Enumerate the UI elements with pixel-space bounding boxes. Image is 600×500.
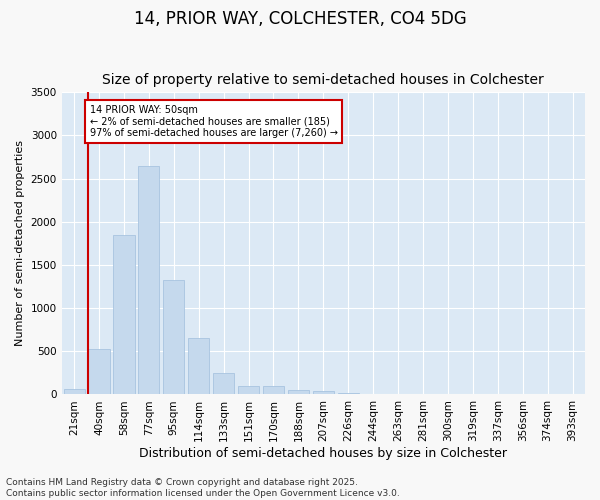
Bar bbox=[213, 374, 234, 394]
Bar bbox=[88, 348, 110, 395]
Bar bbox=[238, 386, 259, 394]
Y-axis label: Number of semi-detached properties: Number of semi-detached properties bbox=[15, 140, 25, 346]
Bar bbox=[188, 338, 209, 394]
Text: Contains HM Land Registry data © Crown copyright and database right 2025.
Contai: Contains HM Land Registry data © Crown c… bbox=[6, 478, 400, 498]
Bar bbox=[288, 390, 309, 394]
Bar bbox=[64, 390, 85, 394]
Bar bbox=[313, 392, 334, 394]
Bar bbox=[338, 392, 359, 394]
Bar bbox=[113, 235, 134, 394]
Title: Size of property relative to semi-detached houses in Colchester: Size of property relative to semi-detach… bbox=[103, 73, 544, 87]
Text: 14 PRIOR WAY: 50sqm
← 2% of semi-detached houses are smaller (185)
97% of semi-d: 14 PRIOR WAY: 50sqm ← 2% of semi-detache… bbox=[89, 106, 338, 138]
X-axis label: Distribution of semi-detached houses by size in Colchester: Distribution of semi-detached houses by … bbox=[139, 447, 508, 460]
Bar bbox=[138, 166, 160, 394]
Bar bbox=[163, 280, 184, 394]
Bar bbox=[263, 386, 284, 394]
Text: 14, PRIOR WAY, COLCHESTER, CO4 5DG: 14, PRIOR WAY, COLCHESTER, CO4 5DG bbox=[134, 10, 466, 28]
